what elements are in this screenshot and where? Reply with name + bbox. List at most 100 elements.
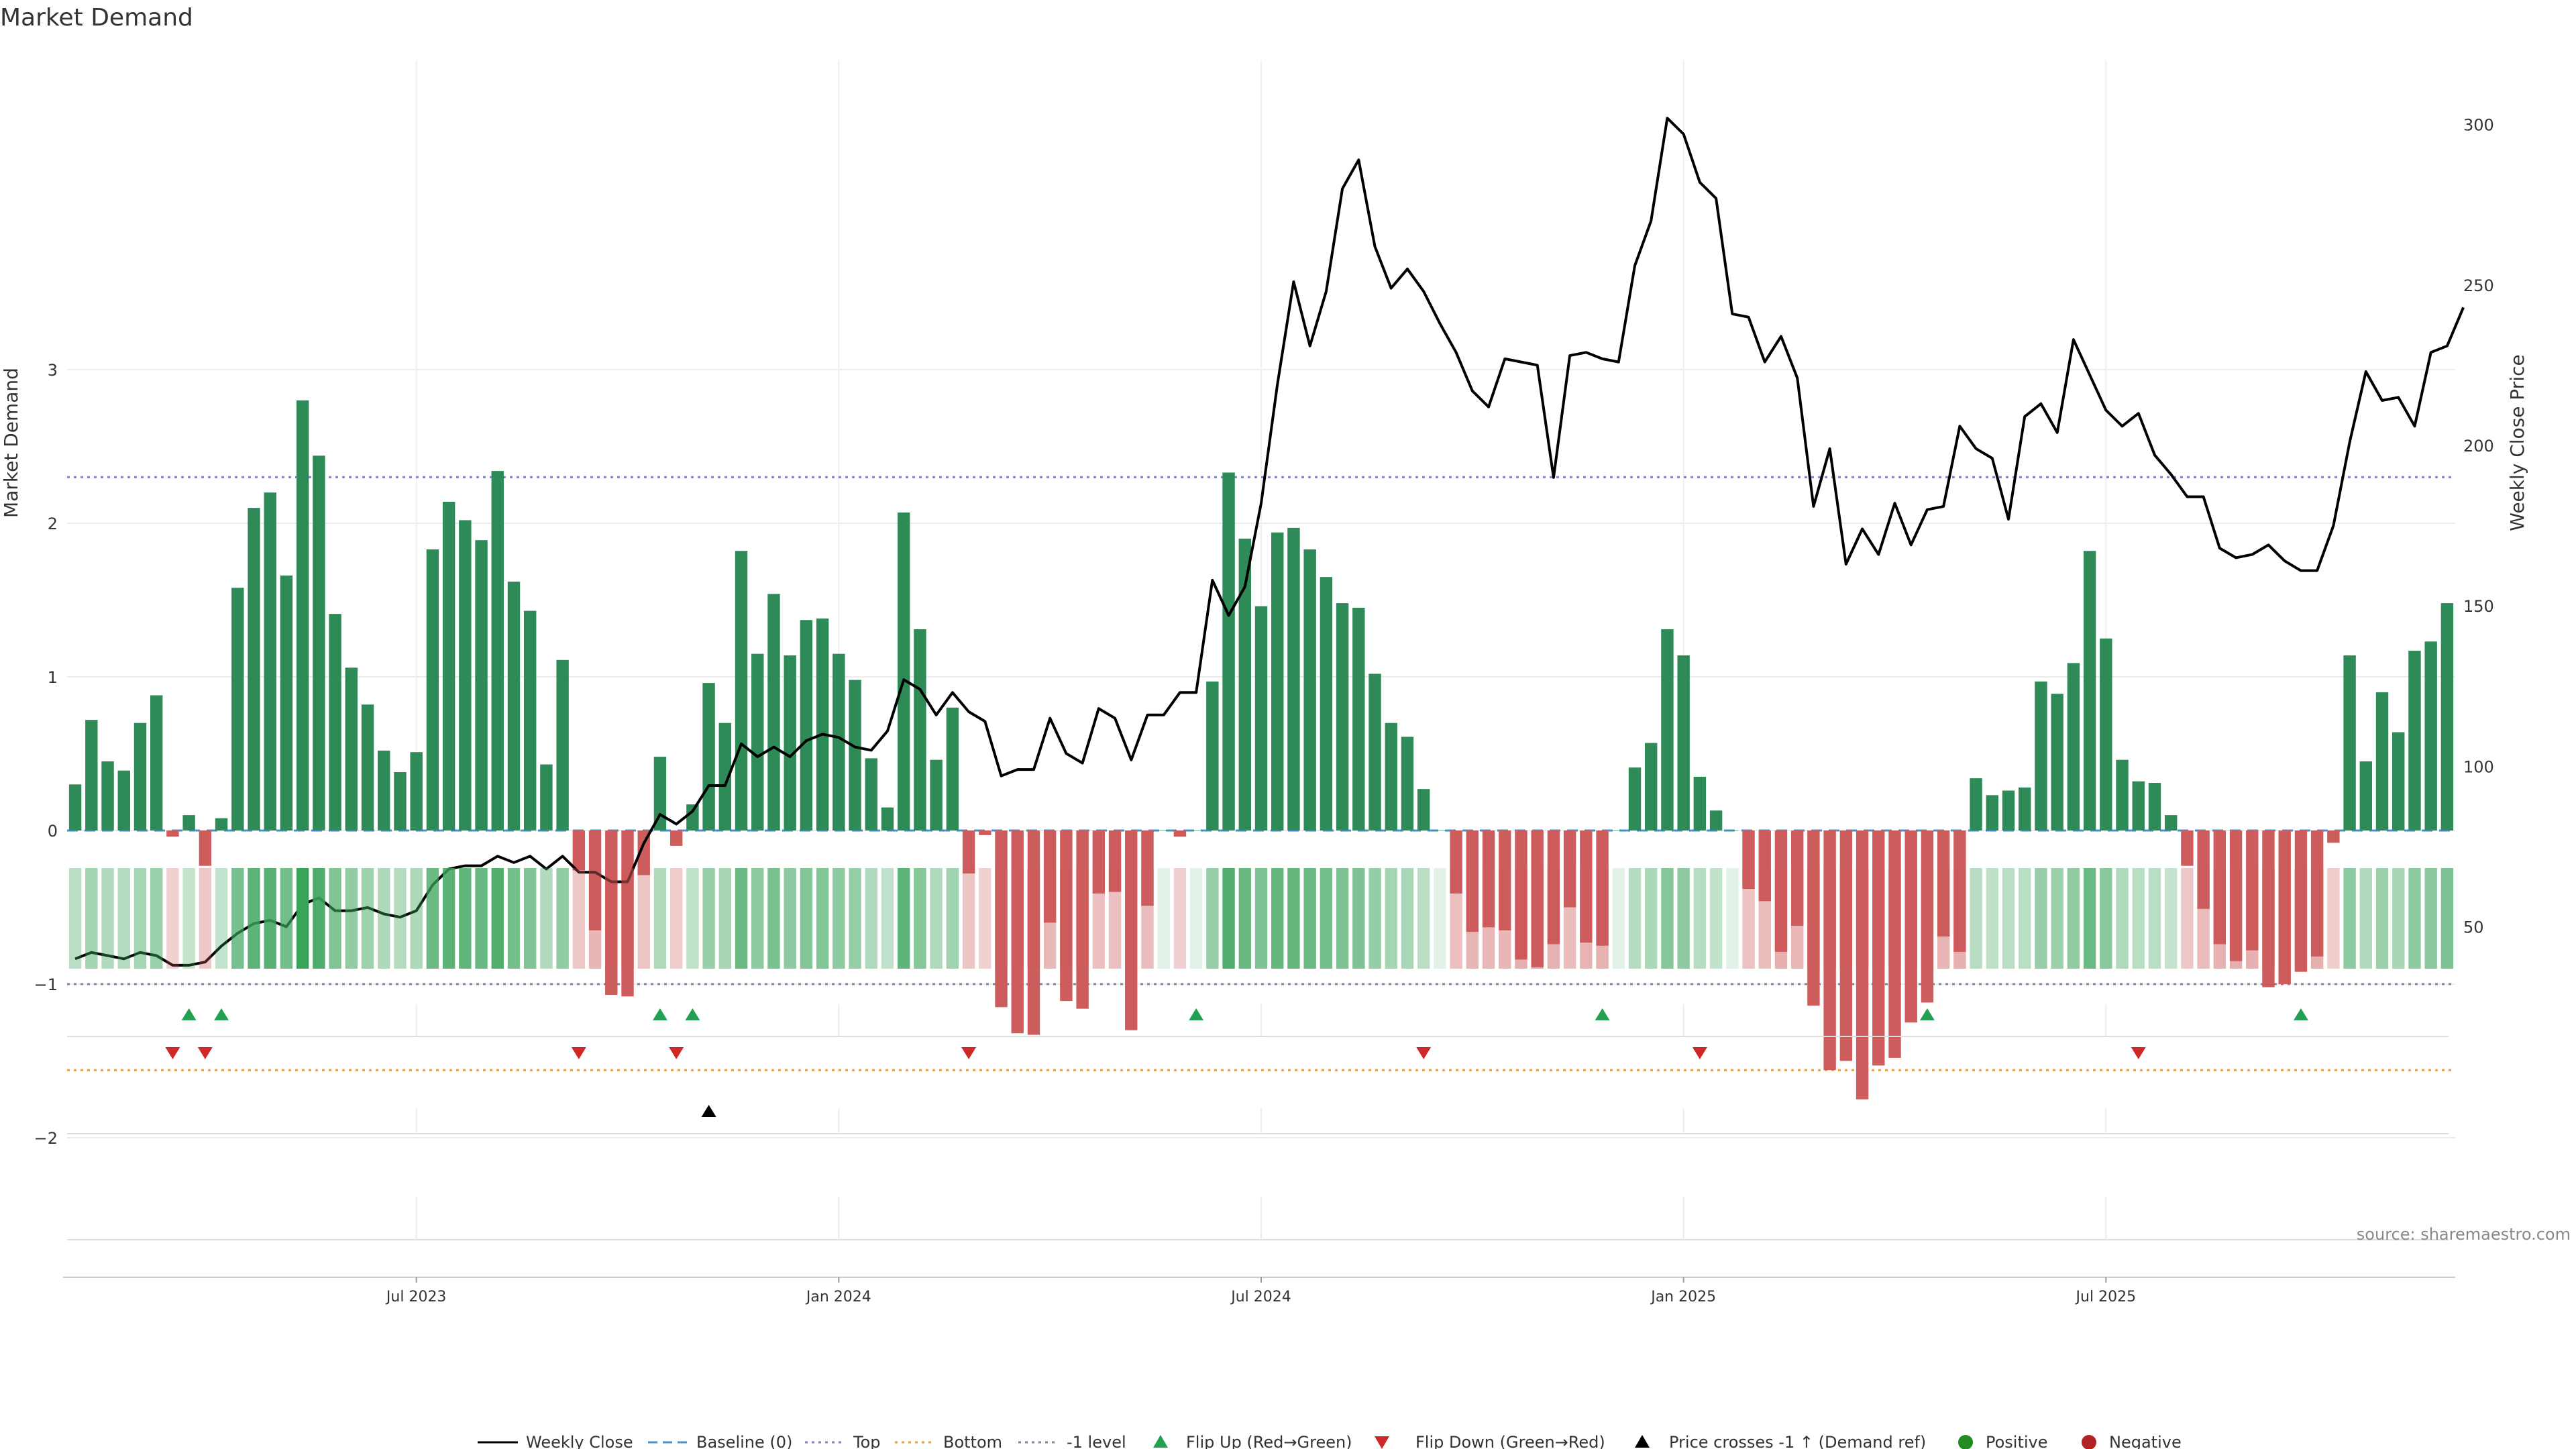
heat-cell (1417, 868, 1430, 969)
flip-down-marker (165, 1047, 180, 1059)
demand-bar (540, 764, 553, 830)
demand-bar (215, 818, 228, 830)
heat-cell (1206, 868, 1219, 969)
demand-bar (1271, 532, 1284, 830)
heat-cell (2375, 868, 2389, 969)
heat-cell (898, 868, 910, 969)
heat-cell (507, 868, 521, 969)
demand-bar (588, 830, 602, 930)
demand-bar (150, 695, 163, 830)
demand-bar (1645, 743, 1658, 830)
demand-bar (686, 804, 699, 830)
demand-bar (1547, 830, 1560, 945)
heat-cell (930, 868, 943, 969)
heat-cell (914, 868, 926, 969)
heat-cell (588, 868, 602, 969)
demand-bar (979, 830, 991, 835)
heat-cell (621, 868, 634, 969)
heat-cell (1450, 868, 1462, 969)
heat-cell (1303, 868, 1316, 969)
demand-bar (833, 653, 845, 830)
flip-down-marker (2131, 1047, 2146, 1059)
heat-cell (1856, 868, 1869, 969)
heat-cell (1060, 868, 1073, 969)
legend-price-cross: Price crosses -1 ↑ (Demand ref) (1669, 1433, 1926, 1449)
flip-down-marker (669, 1047, 684, 1059)
flip-up-marker (1595, 1008, 1610, 1020)
heat-cell (1547, 868, 1560, 969)
heat-cell (1108, 868, 1122, 969)
heat-cell (117, 868, 130, 969)
heat-cell (199, 868, 212, 969)
demand-bar (1986, 795, 1998, 830)
heat-cell (767, 868, 780, 969)
demand-bar (313, 455, 325, 830)
demand-bar (507, 582, 521, 830)
heat-cell (816, 868, 829, 969)
demand-bar (669, 830, 683, 846)
heat-cell (1953, 868, 1966, 969)
demand-bar (2132, 781, 2145, 830)
chart-legend: Weekly Close Baseline (0) Top Bottom -1 … (478, 1433, 2182, 1449)
demand-bar (2083, 551, 2096, 830)
y-tick-label: 3 (48, 361, 58, 380)
heat-cell (2440, 868, 2454, 969)
demand-bar (1499, 830, 1511, 930)
heat-cell (2067, 868, 2080, 969)
heat-cell (1790, 868, 1804, 969)
demand-bar (1628, 767, 1642, 830)
heat-cell (1596, 868, 1609, 969)
demand-bar (1206, 681, 1219, 830)
demand-bar (2424, 641, 2437, 830)
heat-cell (475, 868, 488, 969)
demand-bar (865, 758, 877, 830)
x-tick-label: Jan 2024 (805, 1289, 871, 1305)
heat-cell (442, 868, 455, 969)
heat-cell (2229, 868, 2243, 969)
legend-bottom: Bottom (943, 1433, 1002, 1449)
heat-cell (329, 868, 341, 969)
demand-bar (1790, 830, 1804, 926)
heat-cell (1466, 868, 1479, 969)
heat-cell (2132, 868, 2145, 969)
y-tick-label: 2 (48, 515, 58, 533)
heat-cell (653, 868, 667, 969)
heat-cell (1011, 868, 1024, 969)
heat-cell (313, 868, 325, 969)
demand-bar (475, 540, 488, 830)
demand-bar (1173, 830, 1187, 837)
x-tick-label: Jul 2025 (2075, 1289, 2137, 1305)
demand-bar (296, 400, 309, 830)
heat-cell (735, 868, 748, 969)
y2-tick-label: 50 (2463, 918, 2484, 937)
heat-cell (1807, 868, 1820, 969)
demand-bar (1726, 830, 1739, 831)
demand-bar (117, 770, 130, 830)
demand-bar (718, 722, 732, 830)
heat-cell (1970, 868, 1982, 969)
heat-cell (784, 868, 796, 969)
demand-bar (1709, 810, 1723, 830)
heat-cell (1661, 868, 1674, 969)
heat-cell (946, 868, 959, 969)
demand-bar (1336, 603, 1349, 830)
demand-bar (1466, 830, 1479, 932)
demand-bar (1970, 778, 1982, 830)
demand-bar (1563, 830, 1576, 908)
demand-bar (1661, 629, 1674, 830)
heat-cell (2392, 868, 2405, 969)
heat-cell (296, 868, 309, 969)
heat-cell (1888, 868, 1901, 969)
demand-bar (1742, 830, 1755, 890)
demand-bar (1612, 830, 1625, 831)
demand-bar (459, 520, 472, 830)
legend-negative: Negative (2109, 1433, 2182, 1449)
heat-cell (248, 868, 260, 969)
heat-cell (1774, 868, 1788, 969)
heat-cell (1434, 868, 1446, 969)
legend-flip-up: Flip Up (Red→Green) (1186, 1433, 1352, 1449)
legend-weekly-close: Weekly Close (526, 1433, 633, 1449)
demand-bar (1953, 830, 1966, 952)
demand-bar (199, 830, 212, 866)
heat-cell (1254, 868, 1268, 969)
